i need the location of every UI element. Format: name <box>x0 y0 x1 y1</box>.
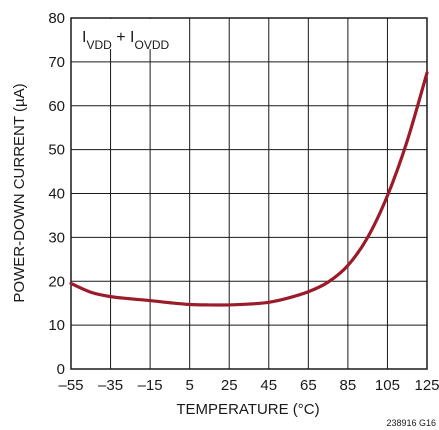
x-tick-label: 125 <box>414 377 439 394</box>
x-tick-label: 65 <box>300 377 317 394</box>
y-tick-labels: 0 10 20 30 40 50 60 70 80 <box>48 10 65 378</box>
annotation-label: IVDD + IOVDD <box>82 29 169 52</box>
x-tick-label: 45 <box>260 377 277 394</box>
x-tick-labels: –55 –35 –15 5 25 45 65 85 105 125 <box>58 377 439 394</box>
series-line <box>69 71 429 307</box>
plot-frame <box>70 17 428 370</box>
x-tick-label: –35 <box>98 377 123 394</box>
y-tick-label: 20 <box>48 273 65 290</box>
x-tick-label: –55 <box>58 377 83 394</box>
annotation-box <box>72 19 187 49</box>
y-tick-label: 10 <box>48 317 65 334</box>
y-tick-label: 30 <box>48 229 65 246</box>
x-tick-label: 5 <box>185 377 193 394</box>
x-axis-label: TEMPERATURE (°C) <box>176 401 319 418</box>
y-tick-label: 80 <box>48 10 65 27</box>
y-axis-label: POWER-DOWN CURRENT (µA) <box>11 83 28 302</box>
x-tick-label: 25 <box>221 377 238 394</box>
y-tick-label: 40 <box>48 186 65 203</box>
y-tick-label: 50 <box>48 142 65 159</box>
x-tick-label: –15 <box>138 377 163 394</box>
grid <box>71 18 427 369</box>
y-tick-label: 0 <box>57 361 65 378</box>
series-layer <box>69 71 429 307</box>
y-tick-label: 60 <box>48 98 65 115</box>
figure-id: 238916 G16 <box>386 418 436 428</box>
x-tick-label: 105 <box>375 377 400 394</box>
y-tick-label: 70 <box>48 54 65 71</box>
x-tick-label: 85 <box>340 377 357 394</box>
